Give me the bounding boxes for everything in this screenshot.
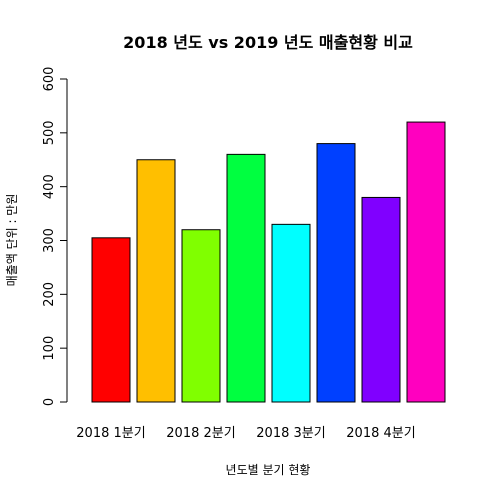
- bar: [91, 237, 131, 403]
- bar: [181, 229, 221, 403]
- bars-group: [91, 121, 446, 403]
- y-tick-label: 100: [42, 336, 57, 361]
- bar: [316, 143, 356, 403]
- y-tick-label: 300: [42, 228, 57, 253]
- bar: [136, 159, 176, 403]
- y-tick-label: 0: [42, 398, 57, 406]
- x-axis-label: 년도별 분기 현황: [226, 463, 311, 477]
- x-category-label: 2018 2분기: [166, 426, 235, 441]
- x-category-labels: 2018 1분기 2018 2분기 2018 3분기 2018 4분기: [76, 426, 415, 441]
- y-axis: 0 100 200 300 400 500 600: [42, 67, 68, 406]
- y-axis-label: 매출액 단위 : 만원: [5, 194, 19, 287]
- y-tick-label: 600: [42, 67, 57, 92]
- bar: [406, 121, 446, 403]
- bar: [226, 153, 266, 403]
- y-tick-label: 200: [42, 282, 57, 307]
- y-tick-label: 500: [42, 120, 57, 145]
- bar: [271, 223, 311, 403]
- chart-title: 2018 년도 vs 2019 년도 매출현황 비교: [123, 33, 413, 52]
- x-category-label: 2018 1분기: [76, 426, 145, 441]
- x-category-label: 2018 4분기: [346, 426, 415, 441]
- x-category-label: 2018 3분기: [256, 426, 325, 441]
- y-tick-label: 400: [42, 174, 57, 199]
- bar: [361, 196, 401, 403]
